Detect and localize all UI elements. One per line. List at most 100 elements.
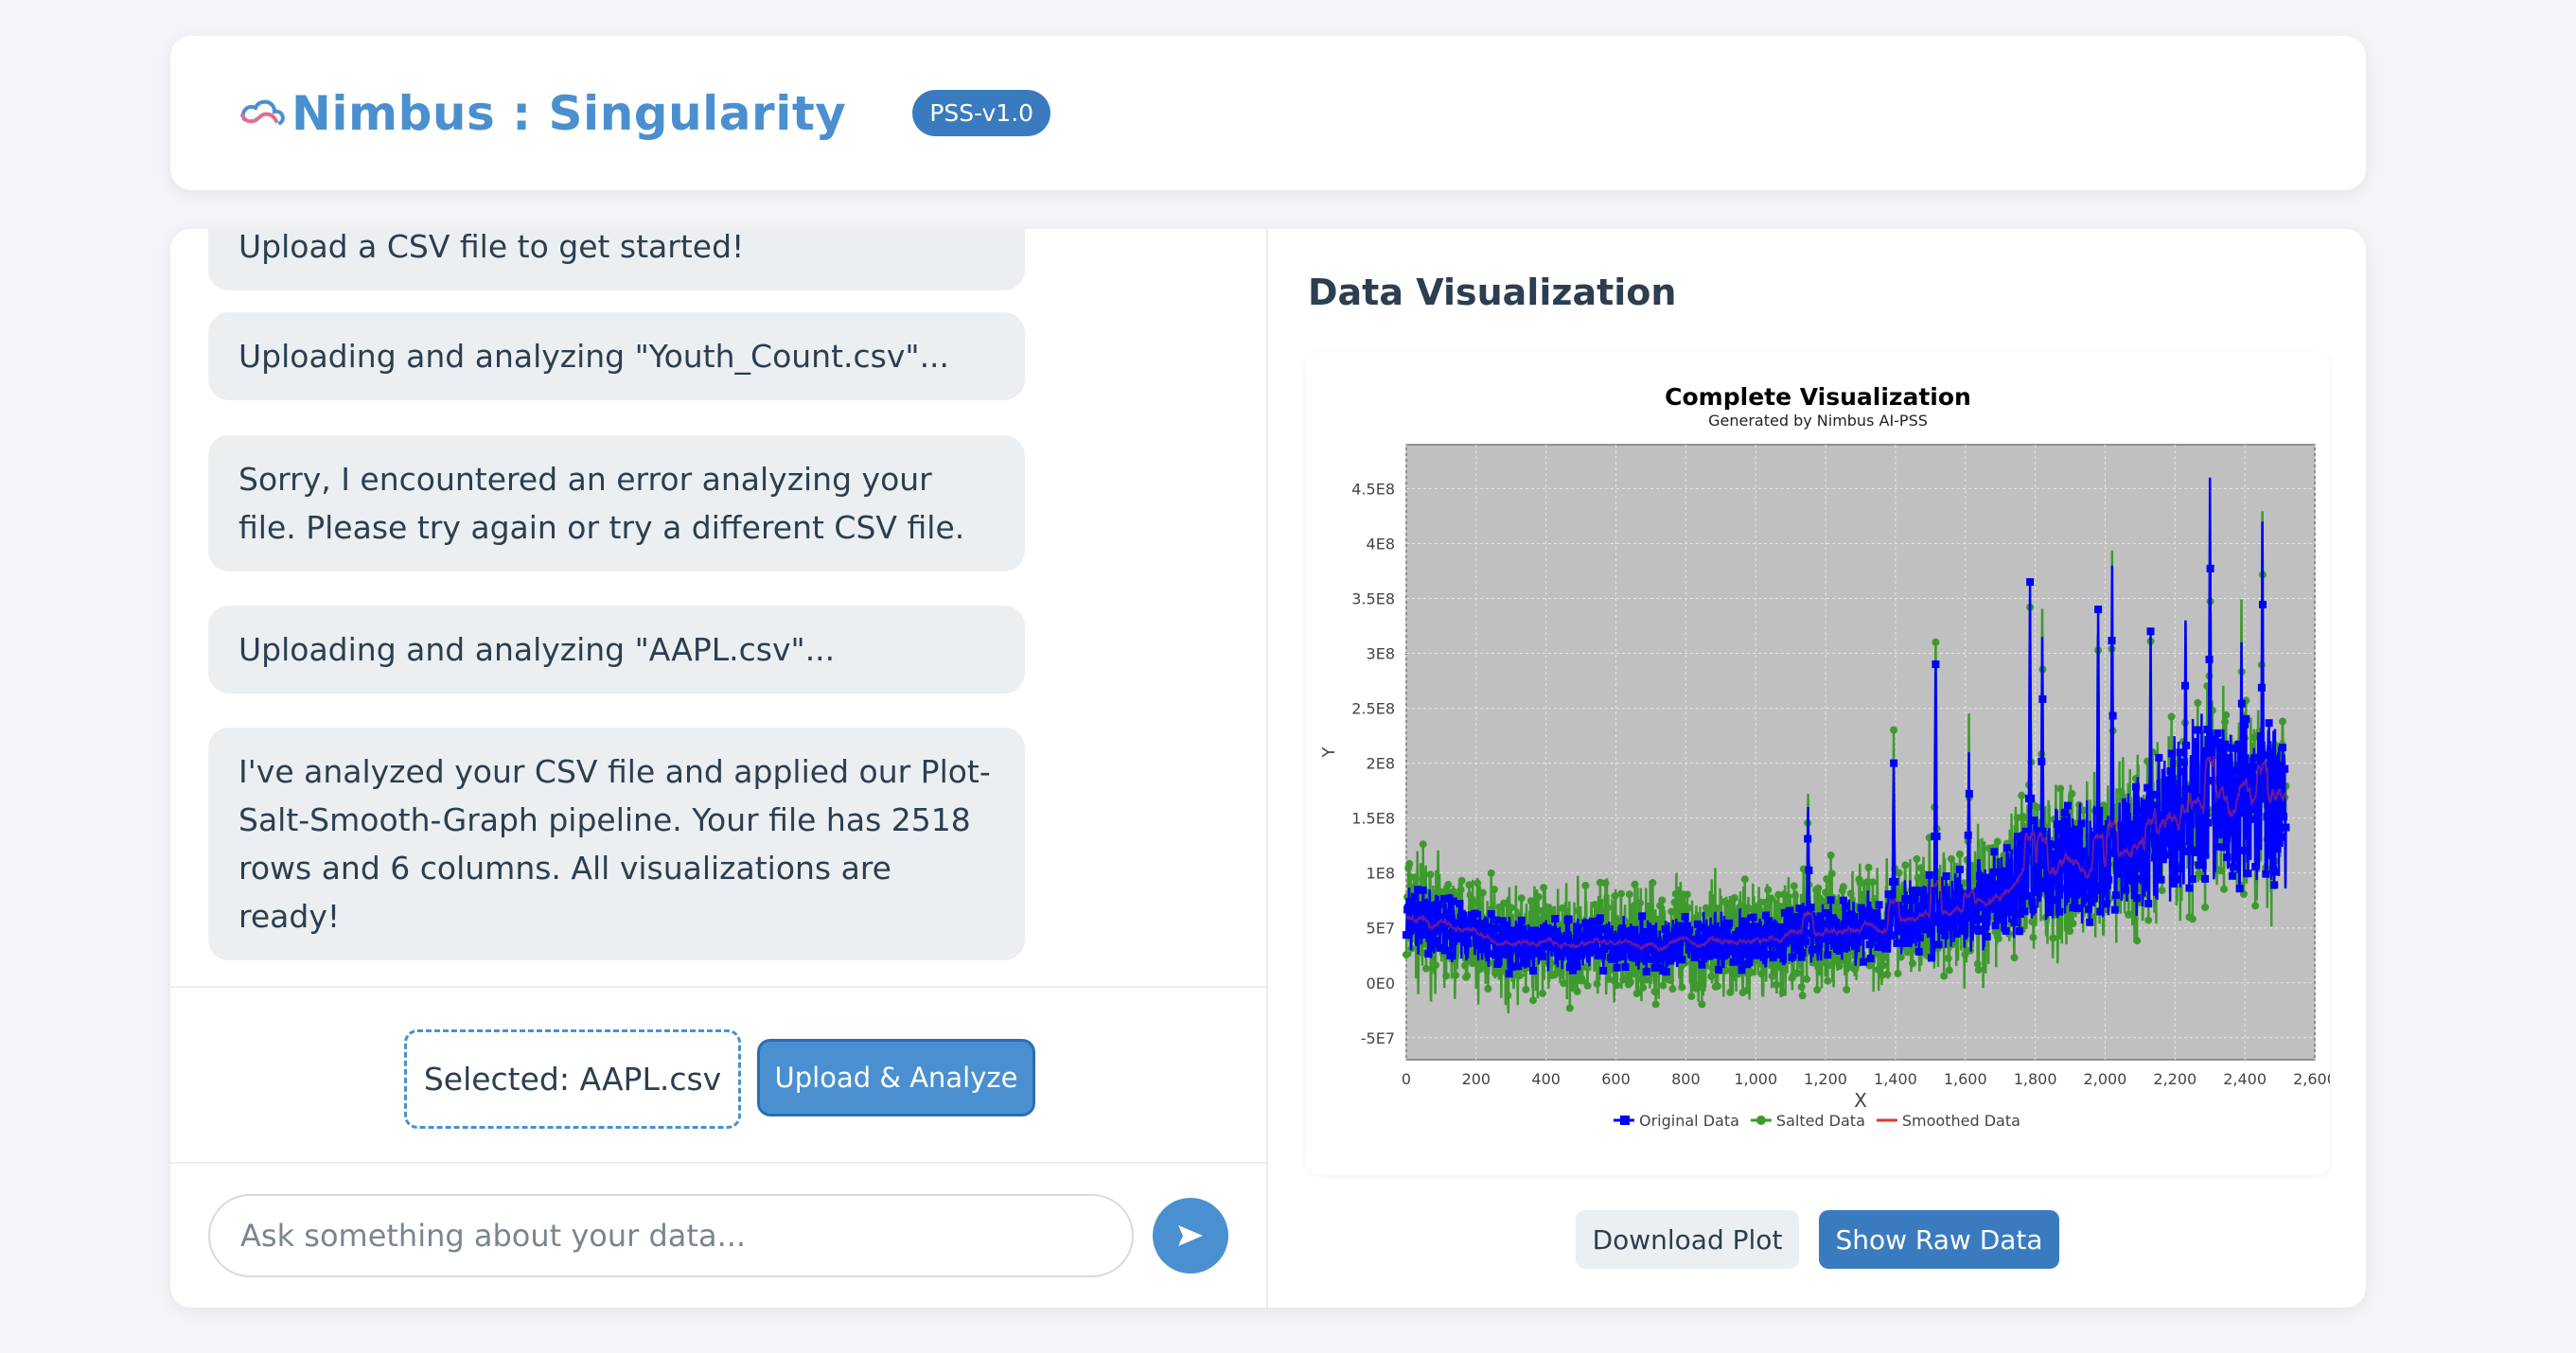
original-point	[1457, 909, 1466, 918]
original-point	[1650, 930, 1658, 939]
chart-subtitle: Generated by Nimbus AI-PSS	[1708, 412, 1928, 430]
original-point	[1803, 929, 1811, 938]
original-point	[2038, 757, 2046, 765]
original-point	[2240, 846, 2248, 854]
original-point	[2042, 879, 2051, 887]
y-tick-label: 1E8	[1367, 865, 1395, 883]
original-point	[2223, 853, 2232, 862]
original-point	[1799, 905, 1808, 914]
original-point	[1511, 945, 1520, 954]
original-point	[1929, 887, 1937, 895]
salted-point	[1778, 989, 1787, 997]
original-point	[2228, 871, 2236, 880]
original-point	[1872, 921, 1880, 929]
original-point	[2263, 813, 2271, 821]
original-point	[1763, 924, 1771, 933]
upload-analyze-button[interactable]: Upload & Analyze	[757, 1039, 1035, 1116]
ask-input[interactable]	[208, 1194, 1134, 1277]
original-point	[2071, 836, 2079, 845]
original-point	[1438, 915, 1447, 923]
original-point	[1517, 916, 1526, 924]
original-point	[1816, 912, 1825, 921]
original-point	[2218, 831, 2227, 839]
salted-point	[1515, 972, 1524, 980]
original-point	[1702, 933, 1710, 941]
original-point	[1920, 921, 1929, 928]
salted-point	[1412, 874, 1420, 883]
original-point	[2121, 886, 2129, 894]
original-point	[2088, 898, 2096, 906]
original-point	[2165, 851, 2174, 859]
original-point	[2039, 861, 2048, 870]
original-point	[1704, 940, 1712, 949]
salted-point	[1994, 934, 2003, 942]
original-point	[1434, 908, 1442, 917]
original-point	[2147, 817, 2156, 825]
salted-point	[1649, 879, 1657, 887]
original-point	[1624, 935, 1632, 943]
original-point	[2188, 875, 2197, 884]
chat-message: Sorry, I encountered an error analyzing …	[208, 435, 1025, 571]
original-point	[2176, 748, 2184, 757]
original-point	[1746, 922, 1755, 931]
original-point	[2267, 814, 2275, 822]
salted-point	[1555, 968, 1563, 976]
viz-panel-title: Data Visualization	[1308, 272, 1677, 313]
original-point	[1473, 923, 1482, 932]
original-point	[1678, 956, 1686, 964]
file-picker[interactable]: Selected: AAPL.csv	[404, 1029, 741, 1129]
original-point	[2204, 818, 2213, 827]
original-point	[2207, 754, 2215, 763]
original-point	[2098, 886, 2107, 894]
original-point	[2144, 900, 2153, 908]
original-point	[1756, 944, 1765, 953]
original-point	[1507, 937, 1515, 945]
salted-point	[1636, 899, 1644, 907]
original-point	[2260, 795, 2268, 803]
original-point	[1761, 911, 1770, 920]
salted-point	[1591, 901, 1599, 909]
salted-point	[1631, 880, 1639, 888]
original-point	[1911, 925, 1919, 934]
original-point	[1650, 963, 1659, 972]
original-point	[2021, 827, 2030, 835]
original-point	[2143, 821, 2150, 830]
original-point	[1826, 896, 1835, 905]
original-point	[1882, 928, 1891, 937]
salted-point	[1871, 895, 1879, 903]
message-list[interactable]: Upload a CSV file to get started! Upload…	[170, 229, 1268, 986]
legend-label: Original Data	[1639, 1112, 1739, 1130]
original-point	[1630, 931, 1638, 940]
original-point	[2162, 776, 2171, 784]
original-point	[2075, 828, 2084, 836]
original-point	[1805, 866, 1813, 874]
original-point	[1671, 934, 1680, 942]
original-point	[1796, 927, 1805, 936]
download-plot-button[interactable]: Download Plot	[1576, 1210, 1799, 1269]
original-point	[1993, 880, 2002, 888]
salted-point	[1625, 890, 1633, 899]
salted-point	[1530, 913, 1539, 922]
original-point	[1813, 945, 1822, 954]
salted-point	[1601, 879, 1610, 887]
original-point	[1709, 925, 1718, 934]
salted-point	[1712, 904, 1720, 912]
original-point	[1458, 919, 1467, 927]
send-button[interactable]	[1153, 1198, 1228, 1274]
original-point	[1924, 912, 1932, 921]
original-point	[2018, 836, 2026, 845]
original-point	[1472, 909, 1480, 918]
original-point	[2181, 681, 2189, 690]
show-raw-data-button[interactable]: Show Raw Data	[1819, 1210, 2059, 1269]
original-point	[1966, 905, 1974, 914]
original-point	[2102, 900, 2110, 908]
original-point	[1887, 931, 1896, 940]
original-point	[2145, 811, 2154, 819]
original-point	[1777, 922, 1786, 931]
original-point	[2026, 578, 2035, 587]
salted-point	[1803, 975, 1811, 983]
original-point	[1683, 922, 1691, 930]
original-point	[1631, 925, 1639, 934]
original-point	[1980, 893, 1988, 902]
salted-point	[2018, 791, 2026, 800]
